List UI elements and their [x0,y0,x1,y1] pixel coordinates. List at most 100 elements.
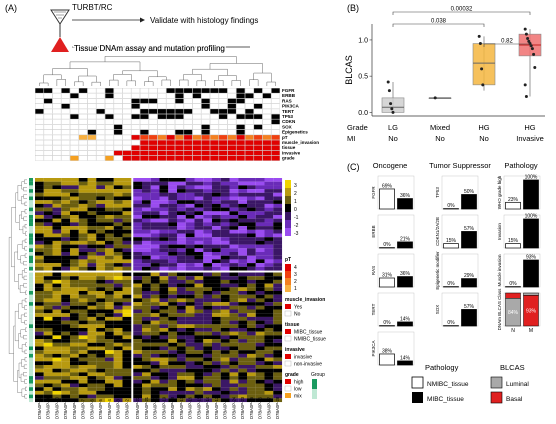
heat-cell-14-0 [35,230,44,234]
heat-cell-16-6 [88,237,97,241]
row-dendro-branch-12 [24,269,27,273]
heat-cell-26-2 [53,276,62,280]
heat-cell-15-8 [105,234,114,238]
heat-cell-14-11 [133,230,142,234]
heat-cell-51-9 [114,369,123,373]
heat-cell-43-22 [230,339,239,343]
heat-cell-31-0 [35,295,44,299]
heat-cell-39-26 [265,324,274,328]
heat-cell-11-14 [160,219,169,223]
heat-cell-35-5 [79,310,88,314]
heat-cell-3-20 [212,189,221,193]
heat-cell-29-27 [273,287,282,291]
heat-cell-37-25 [256,317,265,321]
heat-cell-10-1 [44,215,53,219]
annot-cell-1-14 [158,93,166,98]
heat-cell-4-23 [238,193,247,197]
heat-cell-49-15 [168,361,177,365]
heat-cell-24-24 [247,267,256,271]
heat-cell-20-21 [221,252,230,256]
annot-cell-3-10 [123,104,131,109]
annot-cell-4-17 [184,109,192,114]
heat-cell-26-23 [238,276,247,280]
heat-cell-9-5 [79,211,88,215]
heat-cell-55-13 [151,384,160,388]
heat-cell-20-7 [96,252,105,256]
heat-cell-2-10 [123,185,132,189]
heat-cell-8-13 [151,208,160,212]
annot-cell-0-22 [228,88,236,93]
heat-cell-21-20 [212,256,221,260]
annot-cell-4-18 [193,109,201,114]
grade-high-label: high [294,380,304,386]
heat-cell-18-25 [256,245,265,249]
blcas-legend: BLCAS Luminal Basal [491,363,529,403]
heat-cell-37-6 [88,317,97,321]
heat-cell-33-1 [44,302,53,306]
heat-cell-49-17 [186,361,195,365]
heat-cell-18-1 [44,245,53,249]
heat-cell-48-25 [256,358,265,362]
heat-cell-4-4 [70,193,79,197]
heat-cell-42-26 [265,335,274,339]
pt-swatch-4 [285,264,291,271]
heat-cell-21-27 [273,256,282,260]
heat-cell-40-13 [151,328,160,332]
annot-cell-4-10 [123,109,131,114]
heat-cell-19-26 [265,248,274,252]
annot-cell-0-26 [263,88,271,93]
heat-cell-52-26 [265,372,274,376]
heat-cell-21-25 [256,256,265,260]
heat-cell-45-10 [123,347,132,351]
heat-cell-57-4 [70,391,79,395]
heat-cell-23-22 [230,263,239,267]
heat-cell-19-8 [105,248,114,252]
heat-cell-39-5 [79,324,88,328]
annot-cell-12-20 [210,151,218,156]
heat-cell-52-21 [221,372,230,376]
annot-cell-0-8 [105,88,113,93]
tumor-suppressor-title: Tumor Suppressor [429,161,491,170]
heat-cell-43-21 [221,339,230,343]
heat-cell-17-8 [105,241,114,245]
heat-cell-34-6 [88,306,97,310]
heat-cell-46-22 [230,350,239,354]
heat-cell-27-7 [96,280,105,284]
heat-cell-35-11 [133,310,142,314]
heat-cell-26-5 [79,276,88,280]
heat-cell-55-6 [88,384,97,388]
heat-cell-20-13 [151,252,160,256]
heat-cell-11-4 [70,219,79,223]
annot-cell-13-24 [245,156,253,161]
annot-cell-4-24 [245,109,253,114]
annot-cell-0-20 [210,88,218,93]
heat-cell-25-9 [114,273,123,277]
pt-legend-title: pT [285,257,291,263]
heat-cell-12-26 [265,222,274,226]
heat-cell-56-16 [177,387,186,391]
annot-cell-2-26 [263,99,271,104]
heat-cell-17-18 [195,241,204,245]
heat-cell-17-16 [177,241,186,245]
annot-cell-5-4 [70,114,78,119]
heat-cell-21-9 [114,256,123,260]
heat-cell-40-2 [53,328,62,332]
heat-cell-15-19 [203,234,212,238]
heat-cell-48-18 [195,358,204,362]
heat-cell-19-14 [160,248,169,252]
heat-cell-51-16 [177,369,186,373]
annot-cell-9-23 [236,135,244,140]
row-dendro-branch-6 [25,224,27,228]
heat-cell-16-2 [53,237,62,241]
heat-cell-21-24 [247,256,256,260]
heat-cell-40-17 [186,328,195,332]
heat-cell-20-5 [79,252,88,256]
annot-cell-2-4 [70,99,78,104]
heat-cell-3-6 [88,189,97,193]
pt-tick-4: 4 [294,265,297,271]
heat-cell-56-17 [186,387,195,391]
annot-cell-4-6 [88,109,96,114]
heat-cell-3-2 [53,189,62,193]
annot-cell-8-20 [210,130,218,135]
heat-cell-9-19 [203,211,212,215]
